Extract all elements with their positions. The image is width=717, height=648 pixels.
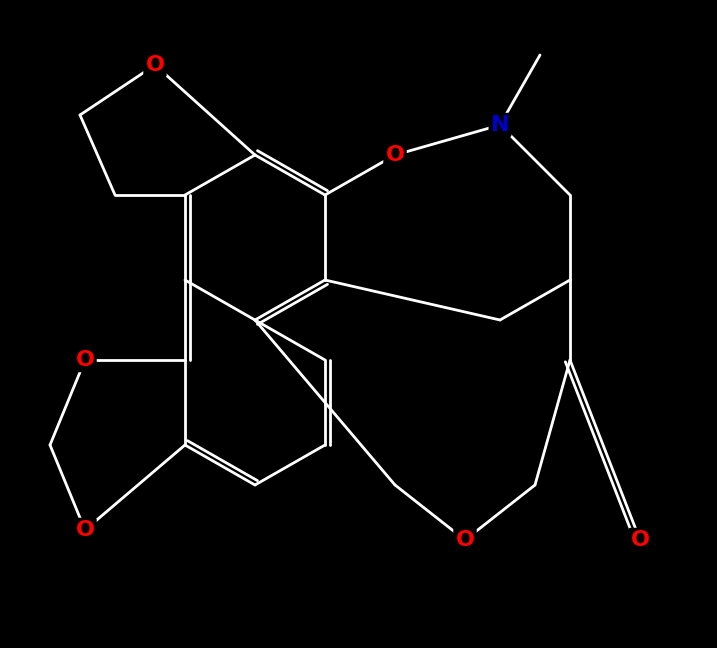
Text: O: O bbox=[455, 530, 475, 550]
Text: O: O bbox=[75, 520, 95, 540]
Text: O: O bbox=[75, 350, 95, 370]
Text: O: O bbox=[386, 145, 404, 165]
Text: O: O bbox=[146, 55, 164, 75]
Text: O: O bbox=[630, 530, 650, 550]
Text: N: N bbox=[490, 115, 509, 135]
